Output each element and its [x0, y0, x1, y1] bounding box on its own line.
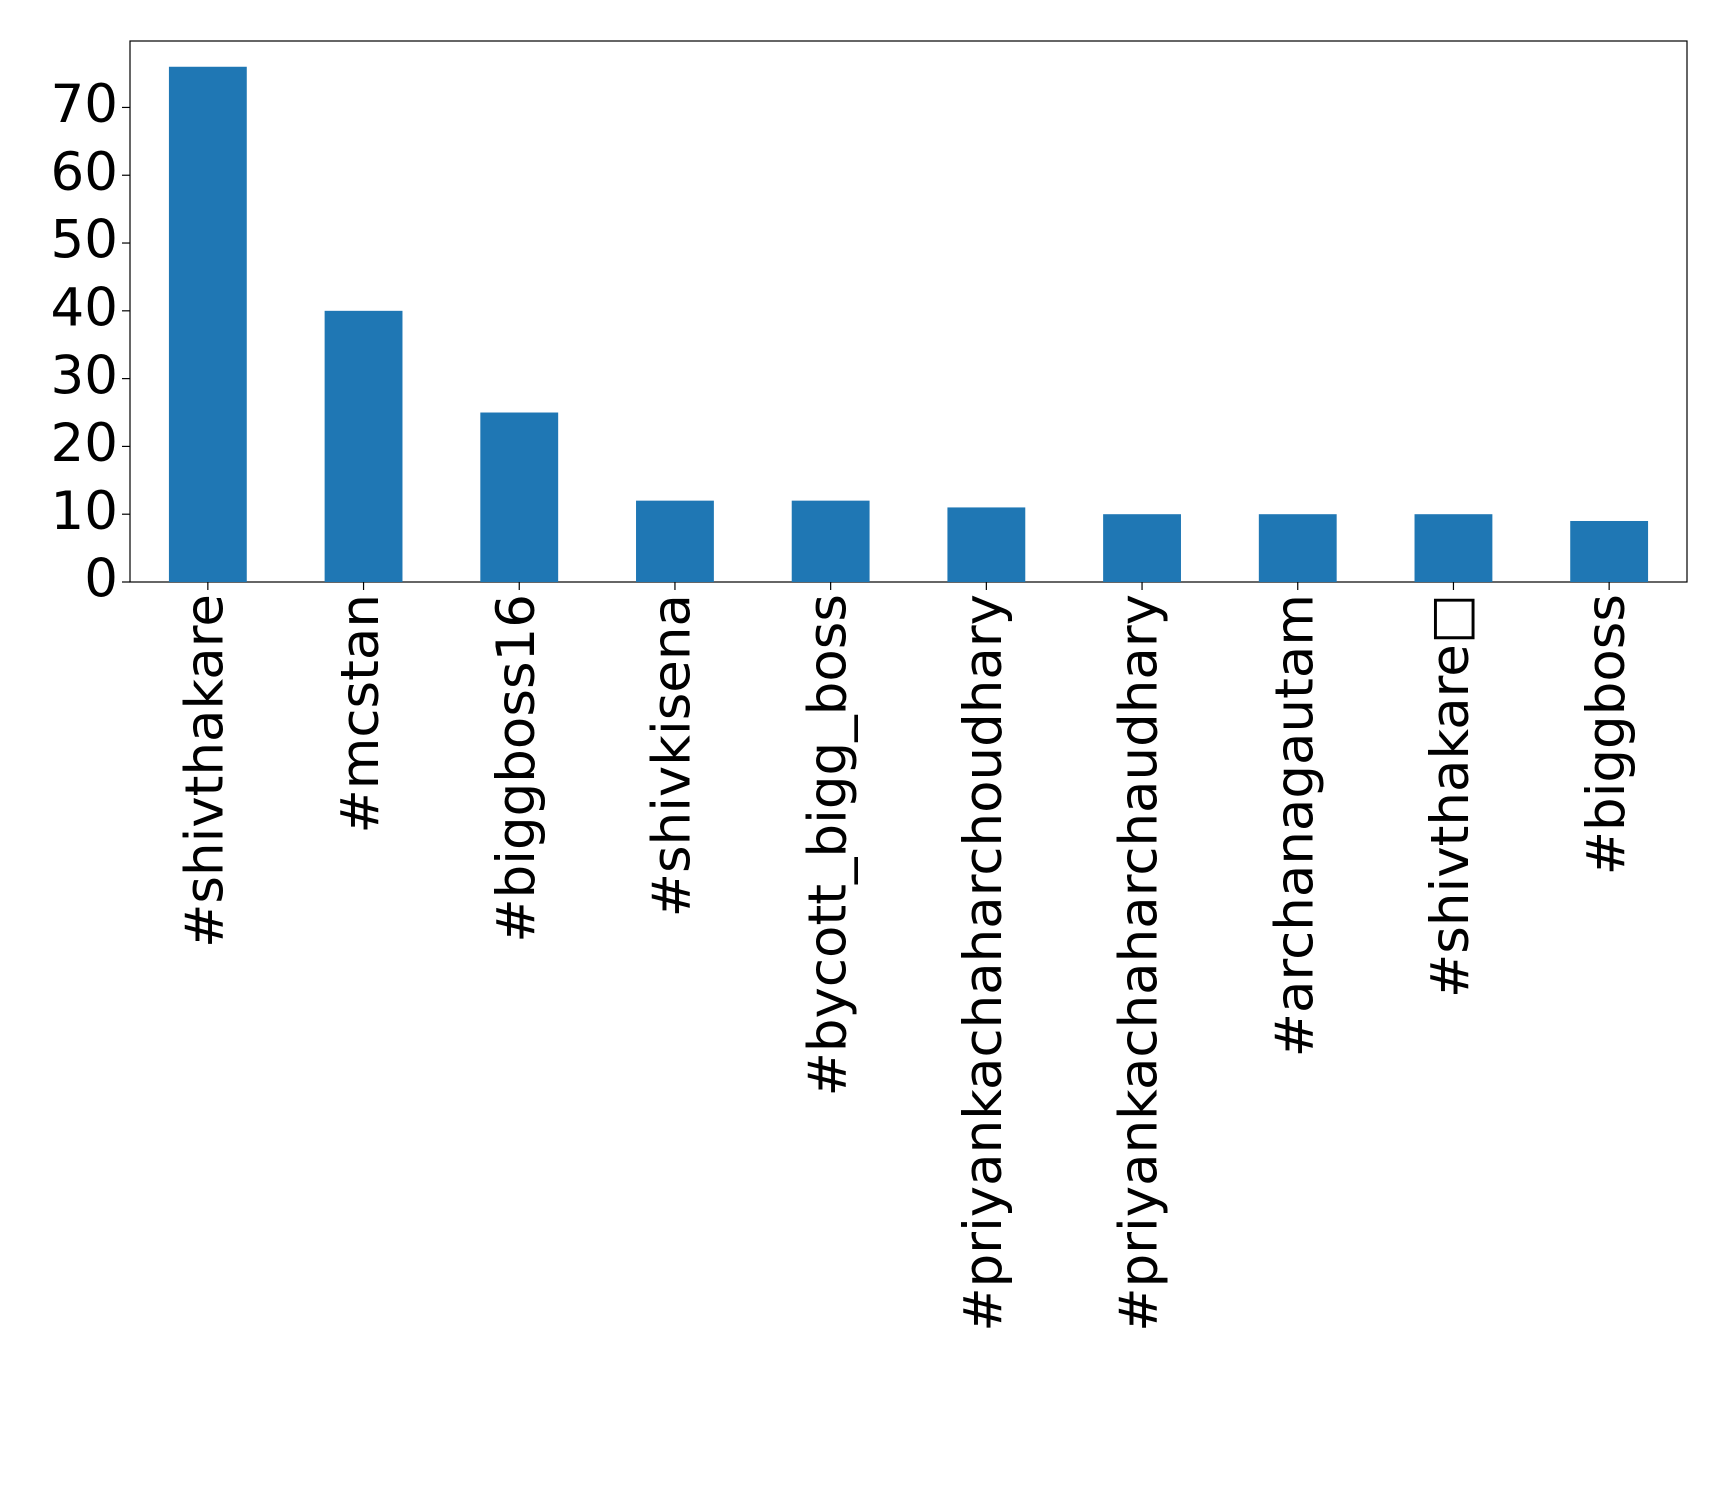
- x-tick-label: #archanagautam: [1264, 594, 1325, 1057]
- x-tick-label: #bycott_bigg_boss: [797, 594, 858, 1097]
- y-tick-label: 40: [51, 277, 118, 338]
- x-tick-label: #shivthakare: [174, 594, 235, 948]
- y-tick-label: 60: [51, 142, 118, 203]
- y-tick-label: 50: [51, 210, 118, 271]
- y-tick-label: 10: [51, 481, 118, 542]
- x-tick-label: #shivkisena: [642, 594, 703, 917]
- y-tick-label: 70: [51, 74, 118, 135]
- bar: [168, 66, 247, 582]
- y-tick-label: 20: [51, 413, 118, 474]
- y-tick-label: 30: [51, 345, 118, 406]
- x-tick-label: #mcstan: [330, 594, 391, 834]
- x-tick-label: #biggboss16: [486, 594, 547, 943]
- x-tick-label: #priyankachaharchoudhary: [953, 594, 1014, 1332]
- bar: [1570, 520, 1649, 582]
- bar: [1103, 514, 1181, 582]
- x-tick-label: #shivthakare□: [1420, 594, 1481, 998]
- bar: [947, 507, 1026, 582]
- bar: [324, 310, 403, 582]
- x-tick-label: #priyankachaharchaudhary: [1109, 594, 1170, 1332]
- bar: [791, 500, 870, 582]
- x-tick-label: #biggboss: [1576, 594, 1637, 875]
- plot-frame: [129, 40, 1688, 583]
- bar: [636, 500, 714, 582]
- bar: [480, 412, 559, 582]
- bar: [1414, 514, 1493, 582]
- bar: [1258, 514, 1337, 582]
- y-tick-label: 0: [84, 549, 118, 610]
